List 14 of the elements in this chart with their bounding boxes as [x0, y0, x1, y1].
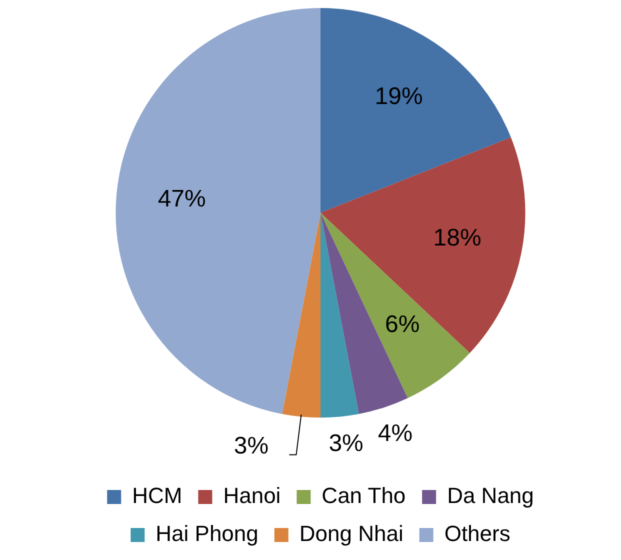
- legend-label: HCM: [132, 483, 182, 508]
- legend-label: Others: [444, 521, 510, 546]
- data-label: 18%: [433, 224, 482, 252]
- legend-label: Can Tho: [322, 483, 406, 508]
- data-label: 3%: [328, 430, 364, 458]
- data-label: 3%: [234, 432, 269, 460]
- data-label: 47%: [158, 185, 206, 212]
- legend-label: Hanoi: [223, 483, 281, 508]
- data-label: 6%: [385, 311, 420, 338]
- legend-label: Dong Nhai: [299, 521, 404, 546]
- data-label: 19%: [374, 83, 423, 110]
- data-label: 4%: [378, 420, 413, 448]
- legend-label: Hai Phong: [156, 521, 258, 546]
- legend-label: Da Nang: [447, 483, 534, 508]
